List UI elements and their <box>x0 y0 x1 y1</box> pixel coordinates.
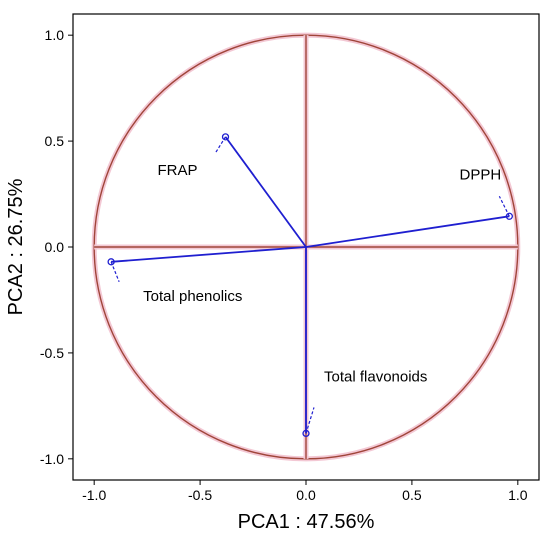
leader-frap <box>215 136 227 154</box>
y-tick-label: 0.5 <box>45 133 65 149</box>
label-frap: FRAP <box>158 162 198 179</box>
x-axis-title: PCA1 : 47.56% <box>238 511 375 533</box>
y-tick-label: -1.0 <box>40 451 64 467</box>
vector-frap <box>224 136 307 248</box>
y-tick-label: 1.0 <box>45 27 65 43</box>
leader-total-flavonoids <box>305 407 315 434</box>
x-tick-label: 1.0 <box>508 487 528 503</box>
leader-dpph <box>498 196 510 217</box>
point-dpph <box>505 212 513 220</box>
label-dpph: DPPH <box>460 166 502 183</box>
y-axis-ticks: 1.0 0.5 0.0 -0.5 -1.0 <box>40 27 73 467</box>
vector-dpph <box>305 215 510 248</box>
x-tick-label: 0.5 <box>402 487 422 503</box>
y-axis-title: PCA2 : 26.75% <box>5 178 27 315</box>
y-tick-label: -0.5 <box>40 345 64 361</box>
point-total-flavonoids <box>302 429 310 438</box>
x-tick-label: -1.0 <box>82 487 106 503</box>
vector-total-phenolics <box>111 246 307 263</box>
point-total-phenolics <box>107 258 115 266</box>
label-total-flavonoids: Total flavonoids <box>324 368 427 385</box>
x-tick-label: -0.5 <box>188 487 212 503</box>
loading-vectors: FRAP DPPH Total phenolics Total flavonoids <box>107 133 513 438</box>
label-total-phenolics: Total phenolics <box>143 288 242 305</box>
x-axis-ticks: -1.0 -0.5 0.0 0.5 1.0 <box>82 480 528 503</box>
point-frap <box>221 133 230 141</box>
leader-total-phenolics <box>110 261 120 283</box>
y-tick-label: 0.0 <box>45 239 65 255</box>
x-tick-label: 0.0 <box>296 487 316 503</box>
